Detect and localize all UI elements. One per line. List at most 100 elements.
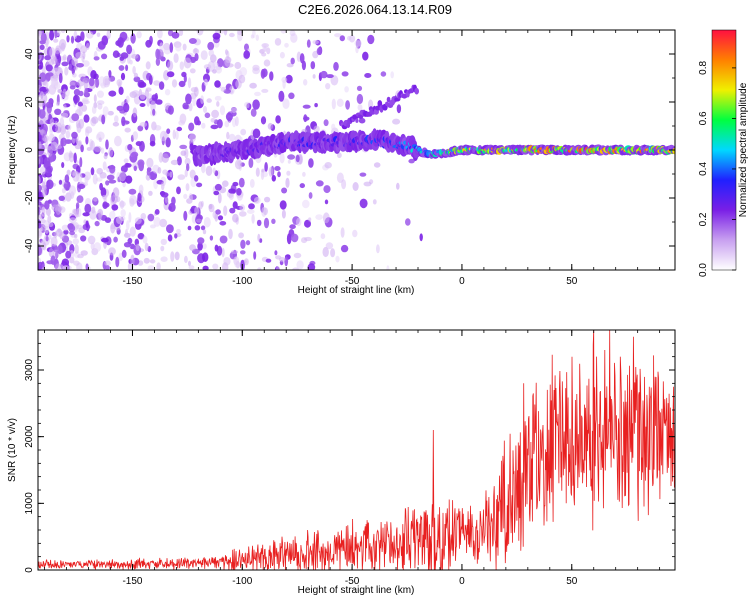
- noise-blob: [108, 90, 117, 97]
- noise-blob: [261, 68, 268, 78]
- spectrogram-heatmap: [38, 30, 675, 270]
- noise-blob: [142, 235, 148, 244]
- noise-blob: [66, 169, 71, 176]
- noise-blob: [212, 263, 219, 270]
- noise-blob: [279, 152, 285, 164]
- noise-blob: [93, 242, 102, 253]
- noise-blob: [73, 260, 80, 266]
- noise-blob: [88, 77, 95, 87]
- noise-blob: [336, 98, 344, 108]
- branch-blob: [414, 87, 420, 95]
- noise-blob: [239, 204, 246, 212]
- snr-line: [38, 330, 675, 570]
- noise-blob: [119, 201, 126, 207]
- noise-blob: [145, 39, 152, 48]
- noise-blob: [257, 233, 261, 242]
- noise-blob: [176, 228, 181, 234]
- noise-blob: [290, 57, 295, 65]
- noise-blob: [38, 176, 41, 185]
- noise-blob: [243, 50, 250, 59]
- noise-blob: [44, 166, 52, 177]
- noise-blob: [137, 232, 145, 240]
- noise-blob: [188, 102, 193, 112]
- noise-blob: [46, 72, 54, 77]
- noise-blob: [160, 238, 167, 246]
- noise-blob: [254, 91, 261, 97]
- noise-blob: [210, 118, 216, 123]
- noise-blob: [219, 221, 227, 226]
- noise-blob: [215, 209, 221, 215]
- noise-blob: [115, 256, 120, 268]
- noise-blob: [352, 229, 358, 238]
- y-tick-label: 3000: [24, 358, 35, 381]
- noise-blob: [61, 224, 70, 231]
- x-tick-label: -100: [232, 276, 252, 287]
- y-tick-label: -20: [24, 190, 35, 205]
- noise-blob: [322, 246, 329, 258]
- noise-blob: [110, 223, 116, 234]
- noise-blob: [189, 244, 196, 252]
- noise-blob: [46, 260, 54, 265]
- noise-blob: [137, 159, 145, 167]
- noise-blob: [264, 162, 268, 172]
- noise-blob: [85, 263, 89, 270]
- noise-blob: [108, 179, 117, 184]
- spectrogram-ticks: -150 -100 -50 0 50 -40 -20 0 20 40: [24, 29, 675, 287]
- x-tick-label: 0: [459, 276, 465, 287]
- noise-blob: [147, 265, 155, 270]
- noise-blob: [71, 113, 80, 122]
- noise-blob: [93, 56, 100, 61]
- noise-blob: [45, 101, 53, 109]
- noise-blob: [354, 40, 362, 47]
- noise-blob: [160, 181, 165, 191]
- noise-blob: [76, 195, 84, 204]
- noise-blob: [45, 64, 53, 72]
- noise-blob: [323, 185, 331, 194]
- x-tick-label: -50: [345, 276, 360, 287]
- noise-blob: [236, 188, 242, 196]
- noise-blob: [129, 198, 135, 207]
- noise-blob: [123, 102, 130, 113]
- noise-blob: [363, 181, 372, 187]
- noise-blob: [203, 106, 207, 113]
- noise-blob: [166, 128, 171, 134]
- noise-blob: [117, 37, 124, 48]
- noise-blob: [274, 166, 281, 171]
- x-tick-label: 50: [566, 276, 578, 287]
- noise-blob: [153, 178, 159, 190]
- noise-blob: [239, 211, 247, 217]
- noise-blob: [299, 183, 305, 189]
- noise-blob: [96, 32, 101, 38]
- noise-blob: [68, 217, 77, 223]
- noise-blob: [97, 208, 104, 218]
- noise-blob: [217, 215, 224, 221]
- noise-blob: [111, 204, 119, 211]
- noise-blob: [214, 95, 222, 101]
- noise-blob: [320, 70, 328, 79]
- noise-blob: [50, 141, 58, 151]
- noise-blob: [104, 217, 112, 224]
- spectrogram-ylabel: Frequency (Hz): [7, 116, 18, 185]
- noise-blob: [396, 182, 400, 190]
- noise-blob: [188, 260, 191, 267]
- noise-blob: [324, 199, 329, 205]
- noise-blob: [97, 90, 104, 98]
- y-tick-label: 2000: [24, 425, 35, 448]
- noise-blob: [335, 255, 340, 263]
- noise-blob: [271, 175, 276, 182]
- noise-blob: [359, 172, 367, 177]
- noise-blob: [165, 171, 170, 177]
- noise-blob: [61, 93, 67, 99]
- noise-blob: [212, 61, 219, 68]
- noise-blob: [158, 81, 165, 90]
- noise-blob: [205, 165, 213, 176]
- noise-blob: [48, 247, 54, 258]
- noise-blob: [132, 131, 138, 141]
- noise-blob: [196, 218, 203, 223]
- noise-blob: [85, 136, 89, 145]
- noise-blob: [169, 171, 173, 178]
- noise-blob: [340, 244, 349, 253]
- noise-blob: [229, 207, 236, 214]
- noise-blob: [196, 120, 201, 126]
- noise-blob: [136, 31, 142, 39]
